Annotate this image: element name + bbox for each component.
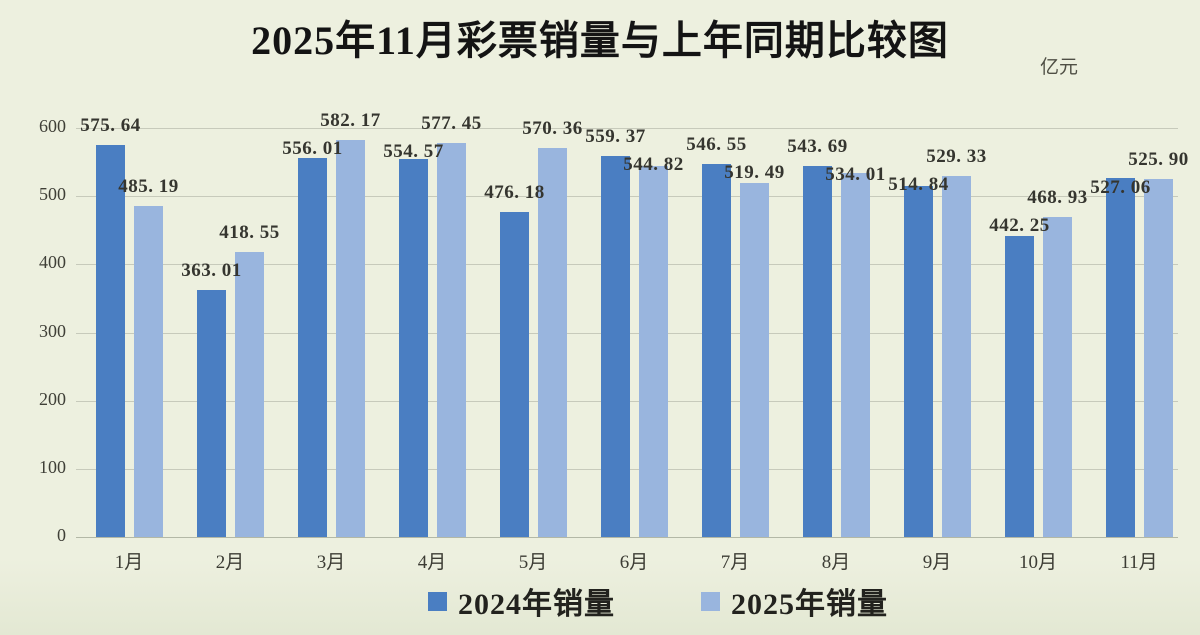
bar-value-label: 529. 33 bbox=[926, 146, 987, 168]
legend-swatch-2025-icon bbox=[701, 591, 720, 611]
bar-value-label: 519. 49 bbox=[724, 162, 785, 184]
x-axis-label: 11月 bbox=[1120, 552, 1158, 573]
bar-2024 bbox=[298, 158, 327, 537]
legend-label-2024: 2024年销量 bbox=[458, 588, 615, 621]
y-tick-label: 100 bbox=[39, 456, 66, 477]
bar-value-label: 514. 84 bbox=[888, 174, 949, 196]
bar-2024 bbox=[904, 186, 933, 537]
bar-value-label: 543. 69 bbox=[787, 136, 848, 158]
bar-value-label: 554. 57 bbox=[383, 141, 444, 163]
x-axis-label: 8月 bbox=[821, 552, 851, 573]
bar-2024 bbox=[500, 212, 529, 537]
x-axis-label: 5月 bbox=[518, 552, 548, 573]
bar-value-label: 546. 55 bbox=[686, 134, 747, 156]
bar-2025 bbox=[942, 176, 971, 537]
bar-2025 bbox=[538, 148, 567, 537]
x-axis-label: 10月 bbox=[1018, 552, 1058, 573]
bar-2024 bbox=[702, 164, 731, 537]
x-axis-label: 1月 bbox=[114, 552, 144, 573]
bar-2025 bbox=[235, 251, 264, 537]
bar-2025 bbox=[336, 140, 365, 537]
x-axis-label: 4月 bbox=[417, 552, 447, 573]
bar-2024 bbox=[197, 289, 226, 537]
bar-value-label: 559. 37 bbox=[585, 125, 646, 147]
bar-value-label: 418. 55 bbox=[219, 221, 280, 243]
bar-value-label: 570. 36 bbox=[522, 118, 583, 140]
y-tick-label: 400 bbox=[39, 252, 66, 273]
bar-2025 bbox=[437, 143, 466, 537]
legend-item-2025: 2025年销量 bbox=[701, 579, 888, 623]
bar-2024 bbox=[1106, 177, 1135, 537]
y-tick-label: 300 bbox=[39, 320, 66, 341]
bar-2024 bbox=[96, 144, 125, 537]
bar-2025 bbox=[841, 172, 870, 537]
bar-value-label: 577. 45 bbox=[421, 113, 482, 135]
bar-value-label: 525. 90 bbox=[1128, 148, 1189, 170]
grid-line bbox=[76, 128, 1178, 129]
bar-2025 bbox=[134, 206, 163, 537]
bar-2025 bbox=[639, 165, 668, 537]
y-tick-label: 200 bbox=[39, 388, 66, 409]
x-axis-label: 2月 bbox=[215, 552, 245, 573]
bar-value-label: 534. 01 bbox=[825, 164, 886, 186]
legend: 2024年销量 2025年销量 bbox=[58, 579, 1200, 623]
bar-2025 bbox=[740, 182, 769, 537]
bar-value-label: 556. 01 bbox=[282, 138, 343, 160]
bar-value-label: 582. 17 bbox=[320, 110, 381, 132]
bar-value-label: 468. 93 bbox=[1027, 187, 1088, 209]
x-axis-label: 7月 bbox=[720, 552, 750, 573]
bar-value-label: 476. 18 bbox=[484, 182, 545, 204]
bar-value-label: 442. 25 bbox=[989, 215, 1050, 237]
legend-label-2025: 2025年销量 bbox=[731, 588, 888, 621]
bar-2025 bbox=[1144, 178, 1173, 537]
y-tick-label: 600 bbox=[39, 116, 66, 136]
bar-value-label: 544. 82 bbox=[623, 153, 684, 175]
bar-2025 bbox=[1043, 217, 1072, 537]
grid-line bbox=[76, 537, 1178, 538]
y-tick-label: 0 bbox=[57, 525, 66, 545]
bar-2024 bbox=[1005, 235, 1034, 537]
bar-value-label: 485. 19 bbox=[118, 176, 179, 198]
unit-label: 亿元 bbox=[1039, 57, 1078, 78]
bar-value-label: 527. 06 bbox=[1090, 176, 1151, 198]
bar-2024 bbox=[399, 158, 428, 537]
x-axis-label: 3月 bbox=[316, 552, 346, 573]
x-axis-label: 9月 bbox=[922, 552, 952, 573]
chart-title: 2025年11月彩票销量与上年同期比较图 bbox=[251, 18, 949, 63]
bar-value-label: 575. 64 bbox=[80, 114, 141, 136]
bar-2024 bbox=[601, 155, 630, 537]
legend-item-2024: 2024年销量 bbox=[428, 579, 615, 623]
legend-swatch-2024-icon bbox=[428, 591, 447, 611]
y-tick-label: 500 bbox=[39, 184, 66, 205]
bar-value-label: 363. 01 bbox=[181, 259, 242, 281]
bar-2024 bbox=[803, 166, 832, 537]
x-axis-label: 6月 bbox=[619, 552, 649, 573]
